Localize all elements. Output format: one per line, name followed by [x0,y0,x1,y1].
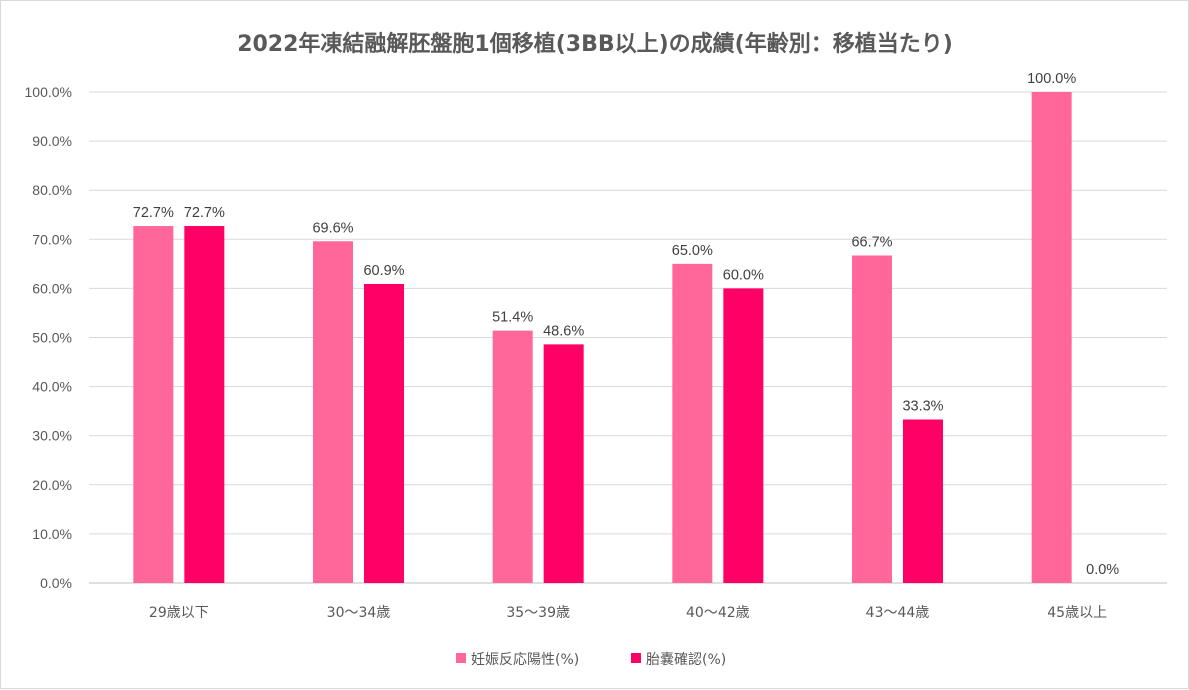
data-label: 60.0% [723,267,764,283]
y-tick-label: 40.0% [32,379,72,395]
data-label: 0.0% [1086,562,1119,578]
x-category-label: 29歳以下 [149,605,209,621]
bar-gestational-sac [723,288,764,583]
bar-gestational-sac [903,419,943,583]
legend: 妊娠反応陽性(%) 胎嚢確認(%) [456,652,726,668]
bar-gestational-sac [364,283,404,583]
y-axis-ticks: 0.0% 10.0% 20.0% 30.0% 40.0% 50.0% 60.0% 70.0% 8… [25,84,72,591]
data-label: 66.7% [851,235,892,251]
x-axis-categories: 29歳以下 30～34歳 35～39歳 40～42歳 43～44歳 45歳以上 [149,605,1107,621]
x-category-label: 43～44歳 [866,605,930,621]
data-label: 72.7% [133,205,174,221]
bar-pregnancy-positive [492,330,533,583]
x-category-label: 45歳以上 [1047,605,1107,621]
y-tick-label: 60.0% [32,280,72,296]
chart-title: 2022年凍結融解胚盤胞1個移植(3BB以上)の成績(年齢別：移植当たり) [237,31,953,57]
data-labels: 72.7% 72.7% 69.6% 60.9% 51.4% 48.6% 65.0% 60.0%… [133,71,1120,578]
bar-pregnancy-positive [852,255,892,584]
data-label: 72.7% [184,205,225,221]
data-label: 69.6% [312,220,353,236]
bar-pregnancy-positive [1031,92,1072,583]
x-category-label: 30～34歳 [327,605,391,621]
y-tick-label: 20.0% [32,477,72,493]
y-tick-label: 30.0% [32,428,72,444]
y-tick-label: 0.0% [40,575,72,591]
legend-label: 胎嚢確認(%) [646,652,726,668]
x-category-label: 40～42歳 [686,605,750,621]
legend-label: 妊娠反応陽性(%) [471,652,579,668]
bar-gestational-sac [184,226,225,583]
legend-swatch [456,653,466,663]
y-tick-label: 100.0% [25,84,72,100]
bars [133,92,1072,584]
data-label: 100.0% [1027,71,1076,87]
y-tick-label: 90.0% [32,133,72,149]
x-category-label: 35～39歳 [506,605,570,621]
data-label: 65.0% [672,243,713,259]
gridlines [89,91,1167,584]
bar-pregnancy-positive [313,241,353,583]
y-tick-label: 80.0% [32,182,72,198]
bar-pregnancy-positive [133,226,174,583]
bar-gestational-sac [543,344,584,583]
data-label: 48.6% [543,323,584,339]
data-label: 33.3% [902,398,943,414]
y-tick-label: 10.0% [32,526,72,542]
data-label: 51.4% [492,310,533,326]
data-label: 60.9% [363,263,404,279]
bar-pregnancy-positive [672,263,713,583]
legend-swatch [631,653,641,663]
y-tick-label: 70.0% [32,231,72,247]
y-tick-label: 50.0% [32,330,72,346]
